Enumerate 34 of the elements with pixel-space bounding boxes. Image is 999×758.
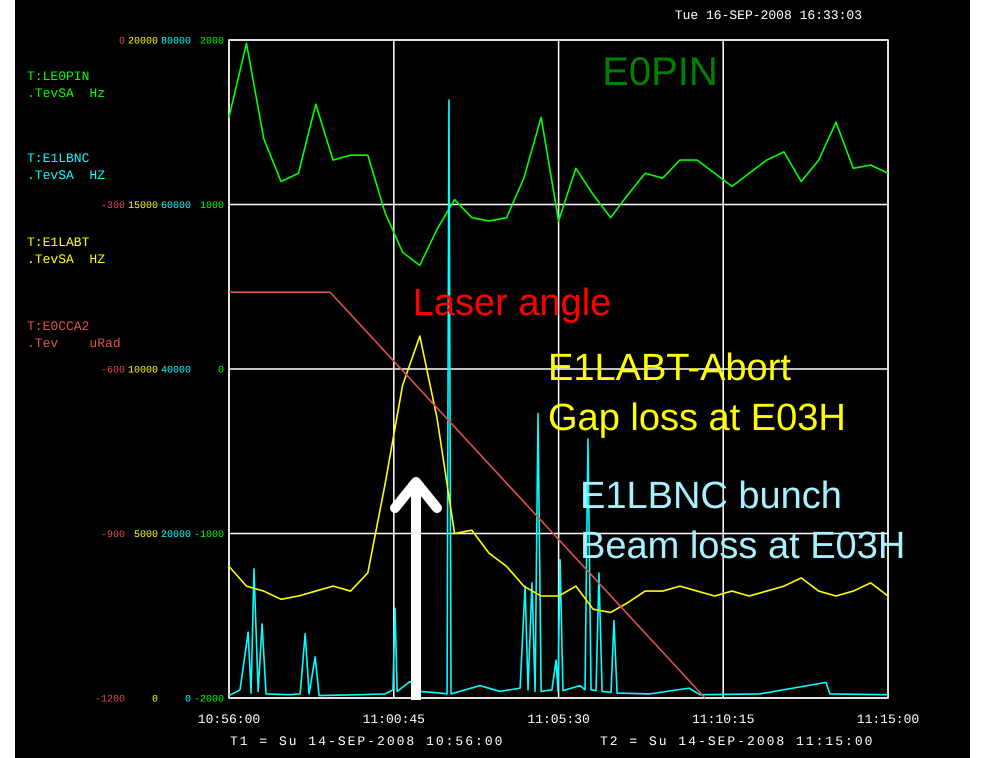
x-tick-label: 11:05:30 <box>527 712 590 727</box>
y-tick-label: 0 <box>218 366 224 376</box>
y-tick-label: 80000 <box>160 36 191 48</box>
y-tick-label: 60000 <box>160 201 191 212</box>
text: T:LE0PIN .TevSA Hz <box>27 69 106 101</box>
y-tick-label: 20000 <box>128 36 158 48</box>
y-tick-label: 0 <box>184 694 191 706</box>
y-tick-label: -2000 <box>194 694 224 706</box>
y-tick-label: -1000 <box>194 530 224 541</box>
y-tick-label: -900 <box>100 530 125 541</box>
x-tick-label: 10:56:00 <box>198 712 260 727</box>
y-tick-label: 5000 <box>134 530 158 541</box>
y-tick-label: -300 <box>100 201 125 212</box>
y-tick-label: -1200 <box>94 694 125 706</box>
text: T:E1LBNC .TevSA HZ <box>27 151 106 183</box>
x-tick-label: 11:00:45 <box>362 712 426 727</box>
x-tick-label: 11:10:15 <box>692 712 754 727</box>
annotation: E0PIN <box>602 50 718 94</box>
y-tick-label: -600 <box>100 366 125 376</box>
line-series <box>228 42 889 266</box>
x-tick-label: 11:15:00 <box>856 712 920 727</box>
y-tick-label: 40000 <box>160 366 191 376</box>
y-tick-label: 20000 <box>160 530 191 541</box>
chart-title: Tue 16-SEP-2008 16:33:03 <box>674 8 862 23</box>
text: T:E0CCA2 .Tev uRad <box>27 319 121 351</box>
text: T1 = Su 14-SEP-2008 10:56:00 <box>230 734 504 749</box>
text: T2 = Su 14-SEP-2008 11:15:00 <box>600 734 874 749</box>
y-tick-label: 0 <box>118 36 125 48</box>
y-tick-label: 2000 <box>200 36 224 48</box>
text: T:E1LABT .TevSA HZ <box>27 235 106 267</box>
y-tick-label: 15000 <box>128 201 158 212</box>
y-tick-label: 10000 <box>128 366 158 376</box>
y-tick-label: 0 <box>152 694 158 706</box>
y-tick-label: 1000 <box>200 201 224 212</box>
